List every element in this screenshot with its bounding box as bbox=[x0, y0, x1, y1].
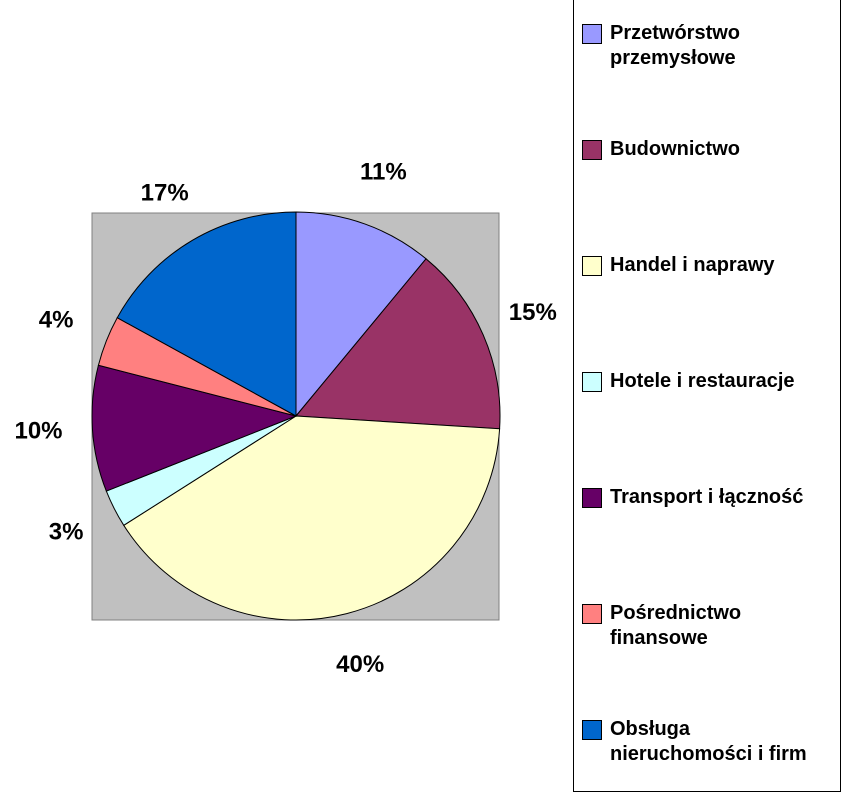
legend-item: Transport i łączność bbox=[582, 485, 810, 510]
data-label: 40% bbox=[336, 651, 384, 678]
legend-label: Obsługa nieruchomości i firm bbox=[610, 718, 807, 765]
legend-label: Handel i naprawy bbox=[610, 254, 775, 276]
legend-swatch bbox=[582, 488, 602, 508]
legend-swatch bbox=[582, 604, 602, 624]
data-label: 3% bbox=[49, 518, 84, 545]
legend-swatch bbox=[582, 140, 602, 160]
legend-swatch bbox=[582, 24, 602, 44]
legend-label: Hotele i restauracje bbox=[610, 370, 795, 392]
chart: 11% 15% 40% 3% 10% 4% 17% bbox=[14, 159, 557, 679]
pie-slice bbox=[295, 211, 427, 418]
legend-item: Przetwórstwo przemysłowe bbox=[582, 21, 810, 71]
legend-label: Przetwórstwo przemysłowe bbox=[610, 22, 741, 69]
legend-item: Obsługa nieruchomości i firm bbox=[582, 717, 810, 767]
legend-label: Transport i łączność bbox=[610, 486, 804, 508]
data-label: 4% bbox=[39, 306, 74, 333]
legend-item: Budownictwo bbox=[582, 137, 810, 162]
legend-item: Pośrednictwo finansowe bbox=[582, 601, 810, 651]
data-label: 11% bbox=[360, 159, 407, 186]
data-label: 17% bbox=[141, 179, 189, 206]
legend: Przetwórstwo przemysłowe Budownictwo Hande… bbox=[573, 0, 841, 792]
data-label: 15% bbox=[509, 299, 557, 326]
pie-slice bbox=[123, 415, 501, 621]
legend-label: Pośrednictwo finansowe bbox=[610, 602, 742, 649]
pie-slice bbox=[116, 211, 297, 417]
legend-swatch bbox=[582, 256, 602, 276]
legend-swatch bbox=[582, 720, 602, 740]
data-label: 10% bbox=[14, 418, 62, 445]
legend-label: Budownictwo bbox=[610, 138, 740, 160]
pie-slice bbox=[294, 258, 501, 430]
legend-item: Hotele i restauracje bbox=[582, 369, 810, 394]
pie-slice bbox=[91, 364, 298, 492]
legend-swatch bbox=[582, 372, 602, 392]
legend-item: Handel i naprawy bbox=[582, 253, 810, 278]
